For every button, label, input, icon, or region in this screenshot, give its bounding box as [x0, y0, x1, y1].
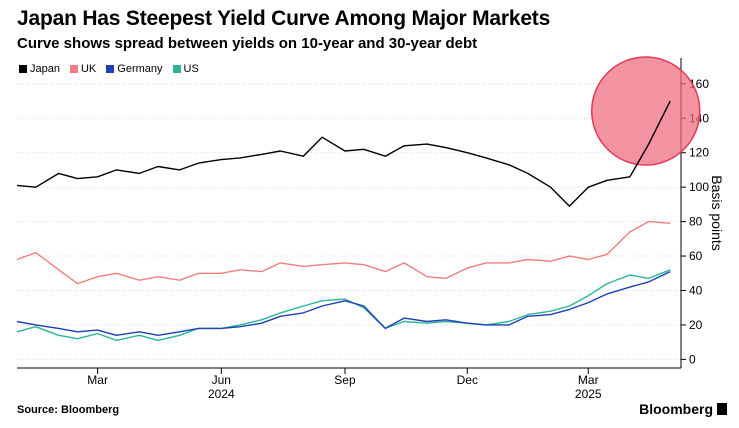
- legend-label-germany: Germany: [117, 63, 163, 75]
- legend-item-japan: Japan: [19, 63, 60, 75]
- x-tick-label: Dec: [457, 373, 478, 387]
- x-tick-label: Mar: [578, 373, 599, 387]
- brand-name: Bloomberg: [639, 401, 713, 417]
- x-tick-label: Jun: [212, 373, 231, 387]
- legend-swatch-us: [172, 65, 181, 73]
- brand-badge-icon: [717, 403, 727, 415]
- series-line-uk: [16, 220, 671, 285]
- legend-item-uk: UK: [69, 63, 97, 75]
- series-line-japan: [16, 100, 671, 207]
- y-tick-label: 120: [689, 146, 709, 160]
- highlight-circle: [590, 56, 701, 166]
- chart-title: Japan Has Steepest Yield Curve Among Maj…: [17, 7, 551, 30]
- legend-label-uk: UK: [80, 63, 97, 75]
- legend-swatch-uk: [69, 65, 78, 73]
- source-note: Source: Bloomberg: [17, 404, 120, 416]
- brand-logo: Bloomberg: [639, 401, 727, 417]
- legend-label-japan: Japan: [30, 63, 60, 75]
- x-tick-label: Mar: [87, 373, 108, 387]
- y-tick-label: 100: [689, 180, 709, 194]
- x-year-label: 2024: [208, 387, 235, 401]
- y-tick-label: 60: [689, 249, 703, 263]
- y-axis-title: Basis points: [709, 175, 725, 250]
- legend-swatch-japan: [19, 65, 27, 73]
- x-tick-label: Sep: [334, 373, 356, 387]
- legend-item-us: US: [172, 63, 199, 75]
- series-line-germany: [16, 270, 671, 336]
- series-line-us: [16, 269, 671, 342]
- legend-swatch-germany: [106, 65, 115, 73]
- y-tick-label: 0: [689, 352, 696, 366]
- y-tick-label: 20: [689, 318, 703, 332]
- chart-subtitle: Curve shows spread between yields on 10-…: [17, 35, 478, 52]
- chart-legend: Japan UK Germany US: [19, 63, 199, 75]
- y-tick-label: 40: [689, 284, 703, 298]
- x-year-label: 2025: [575, 387, 602, 401]
- legend-label-us: US: [183, 63, 199, 75]
- legend-item-germany: Germany: [106, 63, 163, 75]
- y-tick-label: 80: [689, 215, 703, 229]
